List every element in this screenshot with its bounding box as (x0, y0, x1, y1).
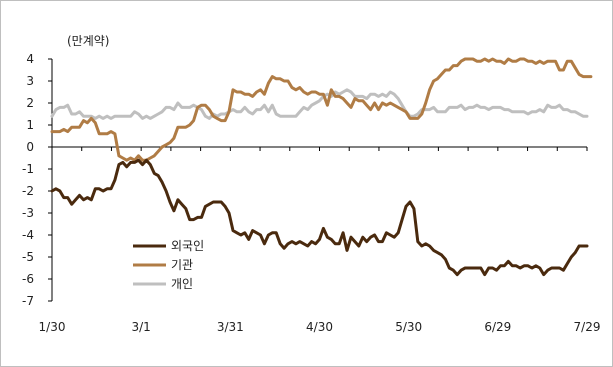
y-tick-label: 2 (26, 96, 34, 110)
y-tick-label: 3 (26, 74, 34, 88)
x-tick-label: 5/30 (395, 320, 422, 334)
series-line-3 (50, 88, 589, 120)
y-tick-label: -4 (22, 228, 34, 242)
y-tick-label: -2 (22, 184, 34, 198)
y-tick-label: -3 (22, 206, 34, 220)
series-layer (50, 57, 593, 277)
y-tick-label: -7 (22, 294, 34, 308)
y-tick-label: 0 (26, 140, 34, 154)
legend-label: 기관 (171, 258, 193, 272)
series-line-1 (50, 158, 589, 277)
x-tick-label: 3/31 (217, 320, 244, 334)
unit-label: (만계약) (67, 33, 109, 48)
y-tick-label: 1 (26, 118, 34, 132)
x-tick-label: 1/30 (39, 320, 66, 334)
y-tick-label: 4 (26, 52, 34, 66)
x-tick-label: 6/29 (484, 320, 511, 334)
x-axis: 1/30 3/1 3/31 4/30 5/30 6/29 7/29 (39, 146, 601, 334)
x-tick-label: 7/29 (574, 320, 601, 334)
legend-label: 개인 (171, 277, 193, 291)
x-tick-label: 3/1 (132, 320, 151, 334)
y-tick-label: -1 (22, 162, 34, 176)
series-line-2 (50, 57, 593, 162)
y-tick-label: -5 (22, 250, 34, 264)
y-axis: 4 3 2 1 0 -1 -2 -3 -4 -5 -6 -7 (22, 52, 53, 308)
legend-label: 외국인 (171, 239, 204, 253)
x-tick-label: 4/30 (306, 320, 333, 334)
y-tick-label: -6 (22, 272, 34, 286)
